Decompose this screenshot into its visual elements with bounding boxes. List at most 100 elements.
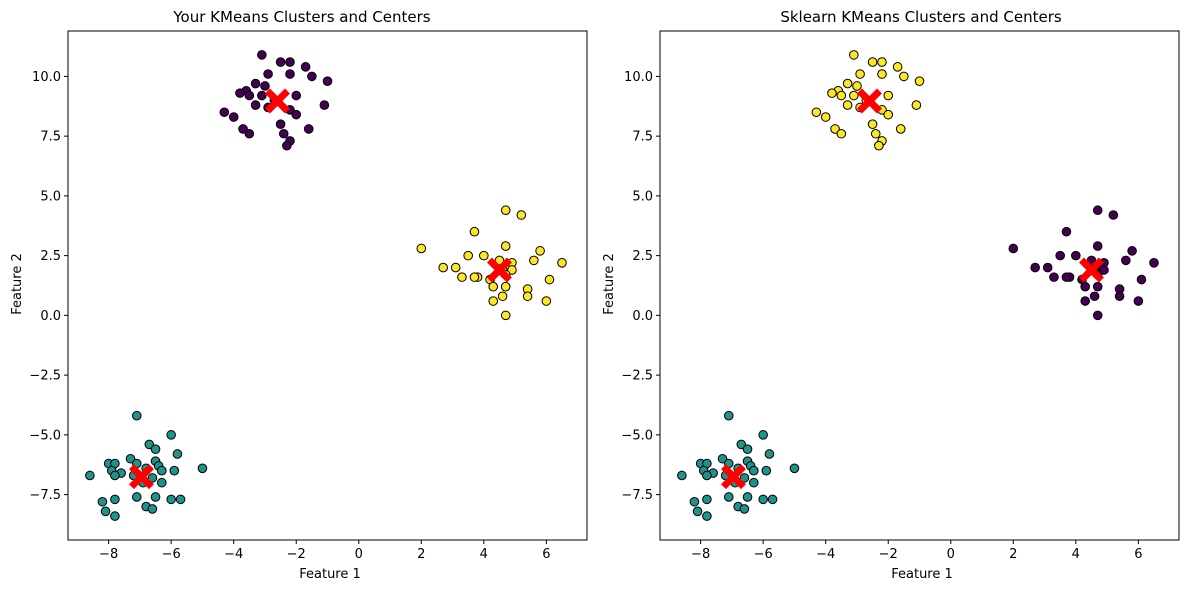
cluster-1-point xyxy=(100,506,111,517)
y-axis-label: Feature 2 xyxy=(10,253,25,315)
y-axis-label: Feature 2 xyxy=(602,253,617,315)
cluster-1-point xyxy=(131,410,142,421)
cluster-1-point xyxy=(175,494,186,505)
y-tick-label: 7.5 xyxy=(40,130,61,145)
cluster-0-point xyxy=(870,128,881,139)
cluster-0-point xyxy=(238,124,248,134)
cluster-1-point xyxy=(739,504,750,514)
cluster-2-point xyxy=(1092,281,1103,292)
y-tick-label: −5.0 xyxy=(621,428,653,443)
cluster-2-point xyxy=(1008,243,1019,254)
cluster-1-point xyxy=(717,453,728,464)
cluster-0-point xyxy=(285,69,295,79)
cluster-1-point xyxy=(789,463,800,474)
cluster-2-point xyxy=(1127,246,1137,256)
y-tick-label: 7.5 xyxy=(632,130,653,145)
cluster-0-point xyxy=(282,140,292,151)
cluster-2-point xyxy=(416,243,427,254)
cluster-0-point xyxy=(895,124,906,134)
cluster-2-point xyxy=(1092,205,1103,216)
x-tick-label: −6 xyxy=(754,547,773,562)
cluster-2-point xyxy=(541,296,552,306)
plot-area: −8 −6 −4 −2 0 2 4 6 −7.5 −5.0 −2.5 0.0 2.5 5.0 7.5 10.0 xyxy=(621,30,1180,562)
cluster-1-point xyxy=(677,470,687,481)
cluster-1-point xyxy=(110,494,120,505)
cluster-2-point xyxy=(438,262,448,273)
cluster-1-point xyxy=(147,504,158,514)
cluster-2-point xyxy=(497,291,508,302)
x-tick-label: 2 xyxy=(417,547,425,562)
cluster-center-marker xyxy=(1078,257,1104,283)
axes-frame xyxy=(659,30,1180,541)
cluster-1-point xyxy=(197,463,208,474)
cluster-1-point xyxy=(739,473,750,483)
cluster-1-point xyxy=(125,453,136,464)
plot-area: −8 −6 −4 −2 0 2 4 6 −7.5 −5.0 −2.5 0.0 2.5 5.0 7.5 10.0 xyxy=(29,30,588,562)
cluster-2-point xyxy=(1099,265,1109,275)
cluster-2-point xyxy=(1092,241,1103,251)
cluster-2-point xyxy=(1080,281,1091,292)
cluster-0-point xyxy=(260,81,270,91)
cluster-0-point xyxy=(911,100,922,110)
cluster-2-point xyxy=(529,255,539,266)
cluster-center-marker xyxy=(265,88,290,114)
cluster-1-point xyxy=(702,511,712,521)
axes-frame xyxy=(67,30,588,541)
cluster-center-marker xyxy=(857,88,882,114)
cluster-0-point xyxy=(257,50,267,60)
cluster-1-point xyxy=(761,465,772,476)
cluster-0-point xyxy=(830,124,840,134)
cluster-0-point xyxy=(855,69,865,79)
cluster-0-point xyxy=(849,90,859,101)
cluster-0-point xyxy=(874,140,884,151)
cluster-0-point xyxy=(914,76,925,86)
cluster-1-point xyxy=(702,494,712,505)
cluster-center-marker xyxy=(486,257,512,283)
cluster-0-point xyxy=(291,109,302,120)
cluster-0-point xyxy=(244,128,255,139)
cluster-0-point xyxy=(842,78,853,89)
cluster-1-point xyxy=(748,465,759,476)
cluster-0-point xyxy=(899,71,909,82)
y-tick-label: 0.0 xyxy=(40,309,61,324)
cluster-2-point xyxy=(469,226,480,237)
x-tick-label: −4 xyxy=(224,547,243,562)
cluster-1-point xyxy=(166,430,176,440)
cluster-0-point xyxy=(820,112,831,122)
right-chart-panel: Sklearn KMeans Clusters and Centers −8 −6… xyxy=(602,8,1180,582)
cluster-2-point xyxy=(1108,210,1119,220)
cluster-0-point xyxy=(883,90,894,101)
cluster-0-point xyxy=(250,100,261,110)
cluster-1-point xyxy=(758,430,768,440)
cluster-0-point xyxy=(883,109,894,120)
cluster-1-point xyxy=(85,470,95,481)
y-tick-label: 2.5 xyxy=(632,249,653,264)
cluster-2-point xyxy=(500,310,511,321)
y-tick-label: 0.0 xyxy=(632,309,653,324)
cluster-1-point xyxy=(172,449,183,459)
cluster-2-point xyxy=(1071,250,1081,261)
x-tick-label: 4 xyxy=(480,547,488,562)
x-tick-label: −8 xyxy=(691,547,710,562)
y-tick-label: −7.5 xyxy=(621,488,653,503)
cluster-1-point xyxy=(767,494,778,505)
cluster-2-point xyxy=(494,255,505,266)
x-axis-label: Feature 1 xyxy=(299,567,361,582)
cluster-1-point xyxy=(758,494,768,505)
cluster-1-point xyxy=(748,477,759,488)
cluster-0-point xyxy=(892,62,903,72)
cluster-0-point xyxy=(275,57,286,67)
x-tick-label: −2 xyxy=(879,547,898,562)
chart-title: Your KMeans Clusters and Centers xyxy=(172,8,430,26)
y-tick-label: −7.5 xyxy=(29,488,61,503)
cluster-2-point xyxy=(535,246,545,256)
cluster-2-point xyxy=(488,296,499,306)
cluster-2-point xyxy=(1089,291,1100,302)
cluster-2-point xyxy=(457,272,467,282)
cluster-1-point xyxy=(144,439,155,450)
cluster-1-point xyxy=(156,477,167,488)
cluster-2-point xyxy=(1136,274,1147,285)
cluster-1-point xyxy=(156,465,167,476)
cluster-2-point xyxy=(1049,272,1059,282)
cluster-0-point xyxy=(228,112,239,122)
